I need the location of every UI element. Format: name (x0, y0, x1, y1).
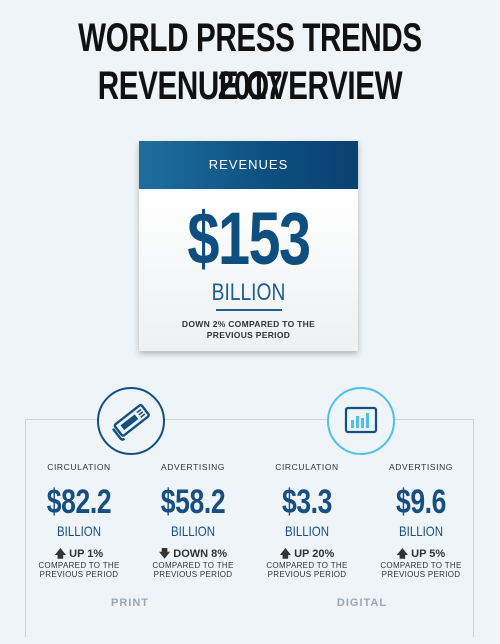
column-unit: BILLION (398, 523, 444, 539)
revenues-underline (216, 309, 282, 311)
revenues-header: REVENUES (139, 141, 358, 189)
column-change: 🡅 UP 20% (250, 548, 364, 561)
column-label: ADVERTISING (160, 462, 226, 472)
column-change: 🡅 UP 1% (22, 548, 136, 561)
column-unit: BILLION (170, 523, 216, 539)
revenues-card: REVENUES $153 BILLION DOWN 2% COMPARED T… (139, 141, 358, 351)
arrow-down-icon: 🡇 (158, 548, 171, 560)
revenues-change: DOWN 2% COMPARED TO THE PREVIOUS PERIOD (139, 319, 358, 341)
column-compare-1: COMPARED TO THE (266, 561, 348, 570)
digital-advertising: ADVERTISING $9.6 BILLION 🡅 UP 5% COMPARE… (364, 462, 478, 579)
revenues-unit: BILLION (211, 279, 286, 306)
column-change-text: UP 20% (294, 548, 335, 560)
column-change: 🡇 DOWN 8% (136, 548, 250, 561)
column-label: ADVERTISING (388, 462, 454, 472)
column-compare-1: COMPARED TO THE (38, 561, 120, 570)
revenues-change-line2: PREVIOUS PERIOD (206, 330, 291, 340)
bar-chart-tablet-icon (327, 387, 395, 455)
arrow-up-icon: 🡅 (54, 548, 67, 560)
digital-circulation: CIRCULATION $3.3 BILLION 🡅 UP 20% COMPAR… (250, 462, 364, 579)
column-compare-1: COMPARED TO THE (380, 561, 462, 570)
column-compare-2: PREVIOUS PERIOD (381, 570, 461, 579)
column-label: CIRCULATION (47, 462, 111, 472)
column-unit: BILLION (56, 523, 102, 539)
column-amount: $58.2 (160, 483, 226, 521)
column-compare-2: PREVIOUS PERIOD (39, 570, 119, 579)
column-label: CIRCULATION (275, 462, 339, 472)
section-label-digital: DIGITAL (336, 597, 388, 609)
newspaper-icon (97, 387, 165, 455)
title-line-2: REVENUE OVERVIEW (97, 64, 403, 108)
column-change: 🡅 UP 5% (364, 548, 478, 561)
column-change-text: UP 5% (411, 548, 446, 560)
print-advertising: ADVERTISING $58.2 BILLION 🡇 DOWN 8% COMP… (136, 462, 250, 579)
column-compare-2: PREVIOUS PERIOD (267, 570, 347, 579)
column-amount: $9.6 (395, 483, 447, 521)
breakdown-frame (25, 419, 474, 637)
column-unit: BILLION (284, 523, 330, 539)
revenues-change-line1: DOWN 2% COMPARED TO THE (181, 319, 316, 329)
column-amount: $3.3 (281, 483, 333, 521)
column-amount: $82.2 (46, 483, 112, 521)
title-line-1: WORLD PRESS TRENDS 2017 (78, 16, 422, 108)
arrow-up-icon: 🡅 (396, 548, 409, 560)
revenues-body: $153 BILLION DOWN 2% COMPARED TO THE PRE… (139, 189, 358, 351)
print-circulation: CIRCULATION $82.2 BILLION 🡅 UP 1% COMPAR… (22, 462, 136, 579)
column-compare-2: PREVIOUS PERIOD (153, 570, 233, 579)
section-label-print: PRINT (111, 597, 149, 609)
revenues-amount: $153 (187, 197, 311, 280)
column-change-text: UP 1% (69, 548, 104, 560)
column-change-text: DOWN 8% (173, 548, 228, 560)
column-compare-1: COMPARED TO THE (152, 561, 234, 570)
arrow-up-icon: 🡅 (279, 548, 292, 560)
